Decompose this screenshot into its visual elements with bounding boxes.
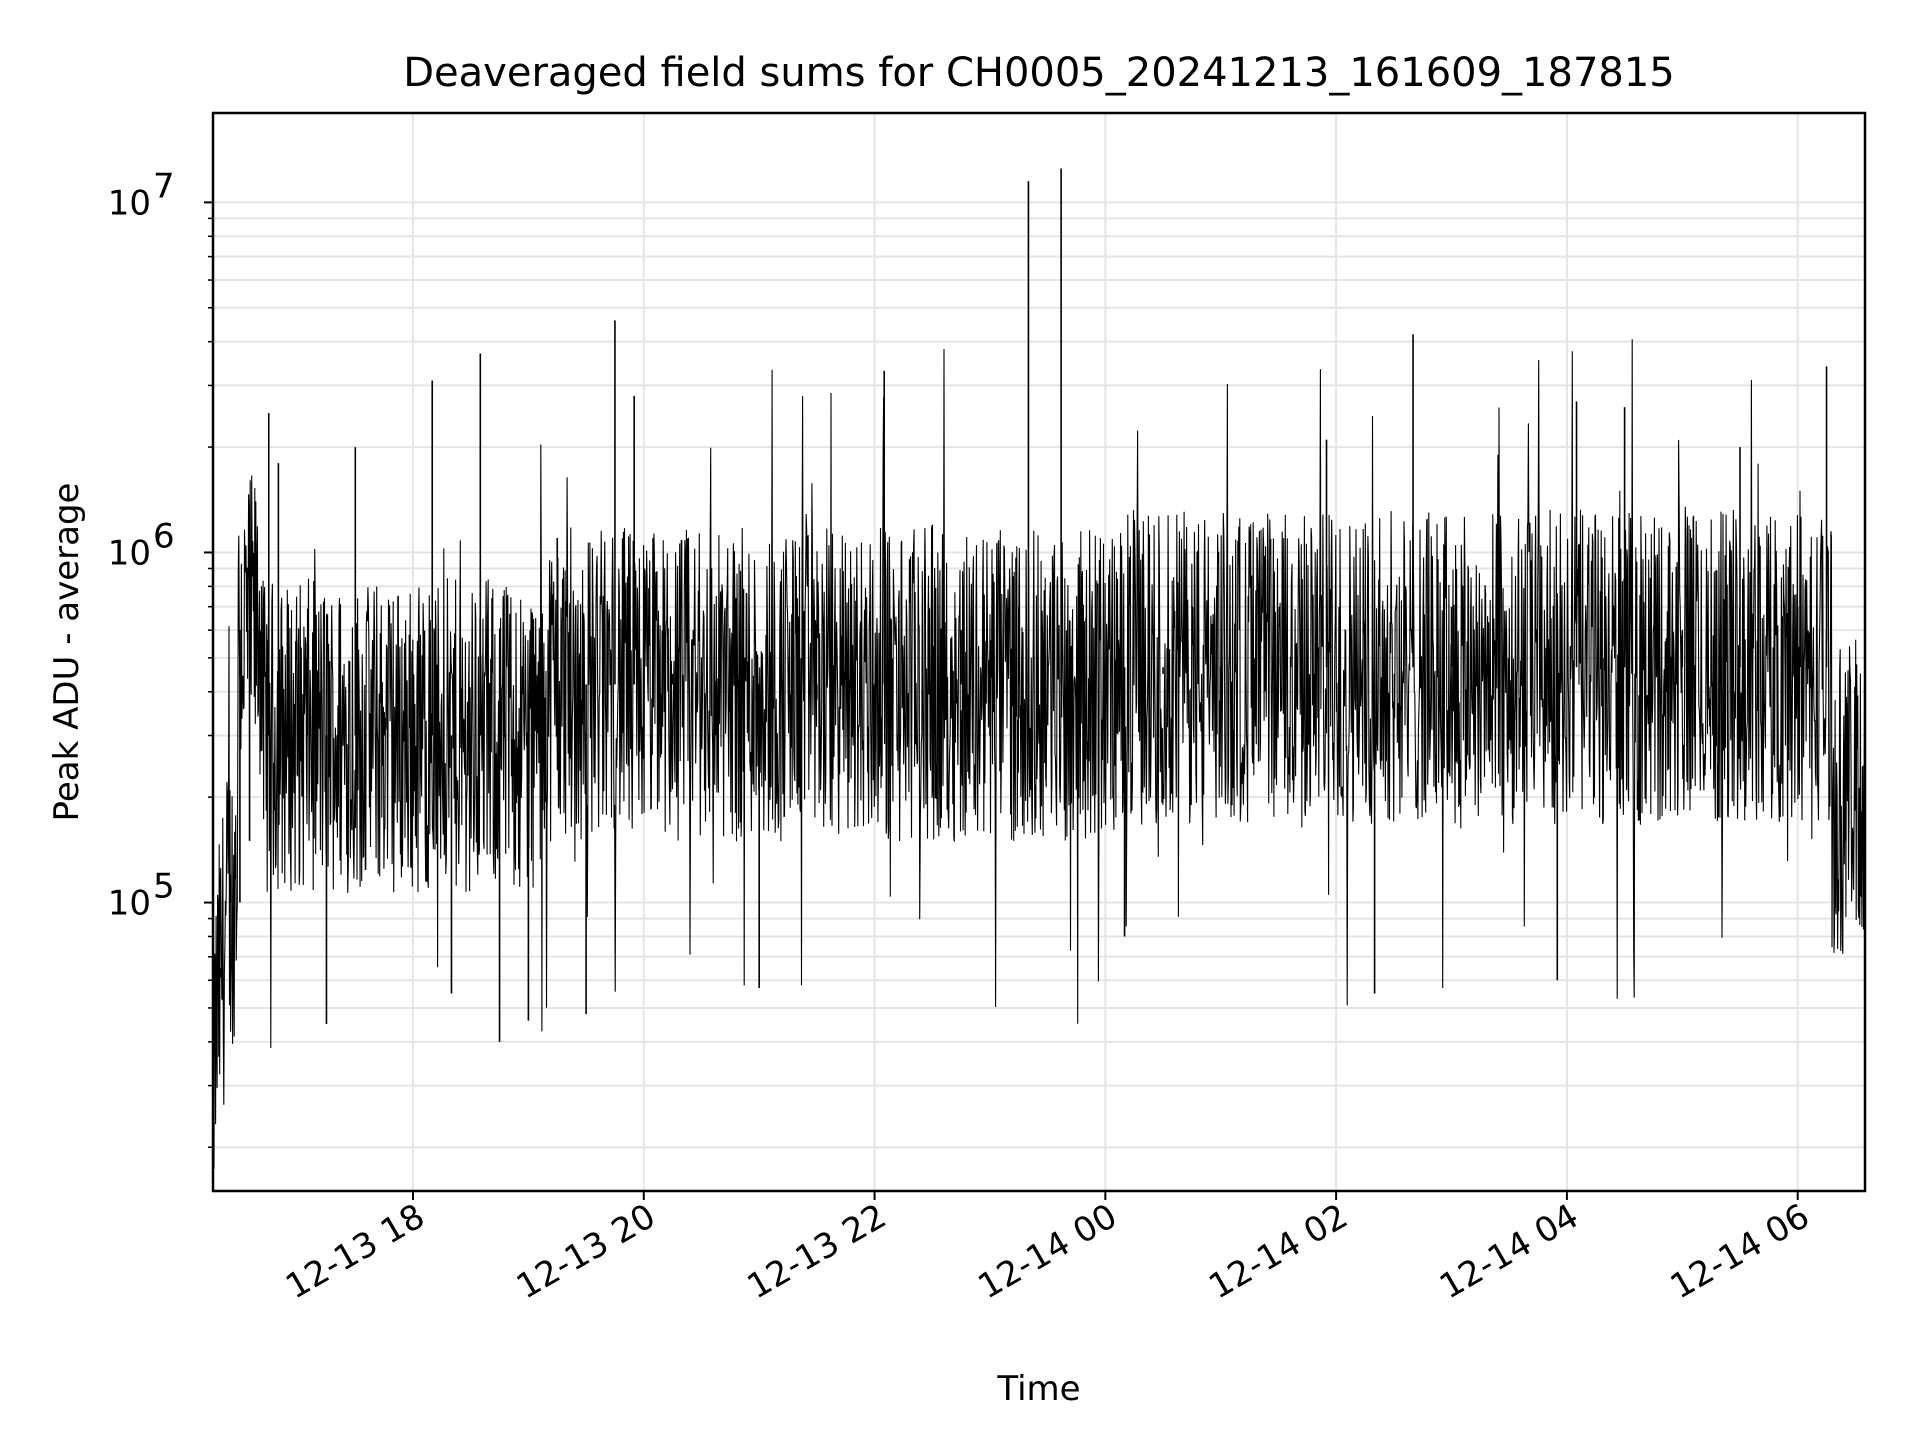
plot-frame — [211, 111, 1867, 1193]
x-axis-label: Time — [996, 1369, 1080, 1409]
y-tick-label: 10 — [108, 884, 151, 924]
y-tick-label: 10 — [108, 183, 151, 223]
series-line-noise — [213, 339, 1865, 1170]
y-tick-label-exponent: 5 — [153, 867, 175, 907]
x-tick-label: 12-13 18 — [279, 1196, 431, 1307]
x-tick-label: 12-13 20 — [510, 1196, 662, 1307]
y-tick-label: 10 — [108, 533, 151, 573]
x-tick-label: 12-14 04 — [1433, 1196, 1585, 1307]
y-tick-label-exponent: 6 — [153, 516, 175, 556]
chart-title: Deaveraged field sums for CH0005_2024121… — [403, 50, 1675, 96]
x-tick-label: 12-14 02 — [1202, 1196, 1354, 1307]
y-axis-label: Peak ADU - average — [47, 483, 87, 822]
x-tick-label: 12-13 22 — [741, 1196, 893, 1307]
x-tick-label: 12-14 00 — [971, 1196, 1123, 1307]
data-series — [213, 168, 1865, 1170]
x-axis-ticks: 12-13 18 12-13 20 12-13 22 12-14 00 12-14 02… — [279, 1191, 1816, 1307]
y-tick-label-exponent: 7 — [153, 166, 175, 206]
x-tick-label: 12-14 06 — [1664, 1196, 1816, 1307]
